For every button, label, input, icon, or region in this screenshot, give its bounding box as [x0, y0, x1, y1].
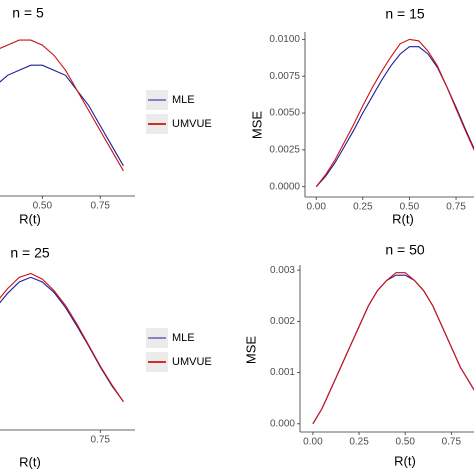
- legend-label: UMVUE: [172, 118, 212, 130]
- chart-title: n = 50: [385, 242, 425, 258]
- y-tick-label: 0.0050: [269, 108, 300, 119]
- y-axis-label: MSE: [249, 111, 264, 140]
- series-line: [315, 38, 474, 188]
- series-line: [315, 46, 474, 188]
- x-tick-label: 0.75: [442, 437, 462, 448]
- legend-label: MLE: [172, 332, 195, 344]
- y-axis-label: MSE: [243, 336, 258, 365]
- x-tick-label: 0.75: [446, 202, 466, 213]
- series-line: [312, 274, 474, 425]
- y-tick-label: 0.000: [270, 418, 295, 429]
- x-tick-label: 0.50: [400, 202, 420, 213]
- x-tick-label: 0.50: [395, 437, 415, 448]
- legend-label: MLE: [172, 94, 195, 106]
- y-tick-label: 0.002: [270, 316, 295, 327]
- legend-label: UMVUE: [172, 356, 212, 368]
- y-tick-label: 0.0000: [269, 181, 300, 192]
- x-tick-label: 0.75: [91, 435, 111, 446]
- x-axis-label: R(t): [19, 454, 41, 469]
- x-axis-label: R(t): [394, 453, 416, 468]
- series-line: [0, 276, 124, 403]
- x-tick-label: 0.25: [353, 202, 373, 213]
- x-tick-label: 0.25: [349, 437, 369, 448]
- y-tick-label: 0.0100: [269, 34, 300, 45]
- y-tick-label: 0.003: [270, 265, 295, 276]
- y-tick-label: 0.0075: [269, 71, 300, 82]
- x-tick-label: 0.50: [33, 201, 53, 212]
- x-axis-label: R(t): [19, 211, 41, 226]
- x-tick-label: 0.75: [91, 201, 111, 212]
- chart-title: n = 25: [10, 245, 50, 261]
- x-tick-label: 0.00: [303, 437, 323, 448]
- y-tick-label: 0.001: [270, 367, 295, 378]
- chart-title: n = 15: [385, 6, 425, 22]
- series-line: [312, 272, 474, 425]
- series-line: [0, 272, 124, 403]
- x-axis-label: R(t): [392, 211, 414, 226]
- y-tick-label: 0.0025: [269, 144, 300, 155]
- chart-title: n = 5: [12, 5, 44, 21]
- series-line: [0, 39, 124, 172]
- series-line: [0, 64, 124, 167]
- x-tick-label: 0.00: [306, 202, 326, 213]
